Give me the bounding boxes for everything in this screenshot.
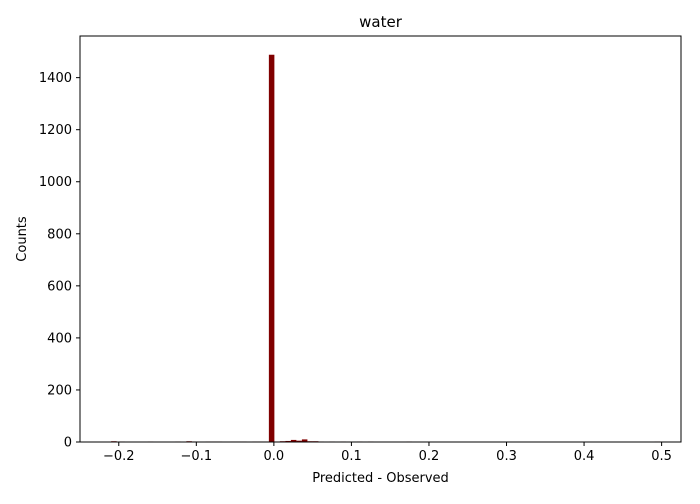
histogram-bar [301, 439, 308, 442]
x-tick-label: 0.3 [496, 449, 517, 464]
y-axis-ticks: 0 200 400 600 800 1000 1200 1400 [39, 71, 80, 451]
x-tick-label: 0.0 [264, 449, 285, 464]
y-axis-label: Counts [15, 216, 30, 262]
y-tick-label: 800 [47, 227, 72, 242]
y-tick-label: 400 [47, 331, 72, 346]
y-tick-label: 1400 [39, 71, 72, 86]
x-tick-label: 0.5 [651, 449, 672, 464]
plot-frame [79, 35, 682, 443]
y-tick-label: 1000 [39, 175, 72, 190]
y-tick-label: 200 [47, 383, 72, 398]
y-tick-label: 1200 [39, 123, 72, 138]
x-tick-label: 0.4 [574, 449, 595, 464]
histogram-bar [296, 440, 302, 442]
x-tick-label: −0.1 [181, 449, 213, 464]
x-axis-ticks: −0.2 −0.1 0.0 0.1 0.2 0.3 0.4 0.5 [103, 442, 672, 464]
x-tick-label: 0.2 [419, 449, 440, 464]
chart-title: water [359, 13, 403, 31]
x-tick-label: −0.2 [103, 449, 135, 464]
x-tick-label: 0.1 [341, 449, 362, 464]
histogram-bar [268, 54, 275, 443]
x-axis-label: Predicted - Observed [312, 471, 449, 486]
histogram-bar [285, 440, 291, 442]
y-tick-label: 0 [64, 436, 72, 451]
histogram-bar [290, 439, 297, 442]
y-tick-label: 600 [47, 279, 72, 294]
